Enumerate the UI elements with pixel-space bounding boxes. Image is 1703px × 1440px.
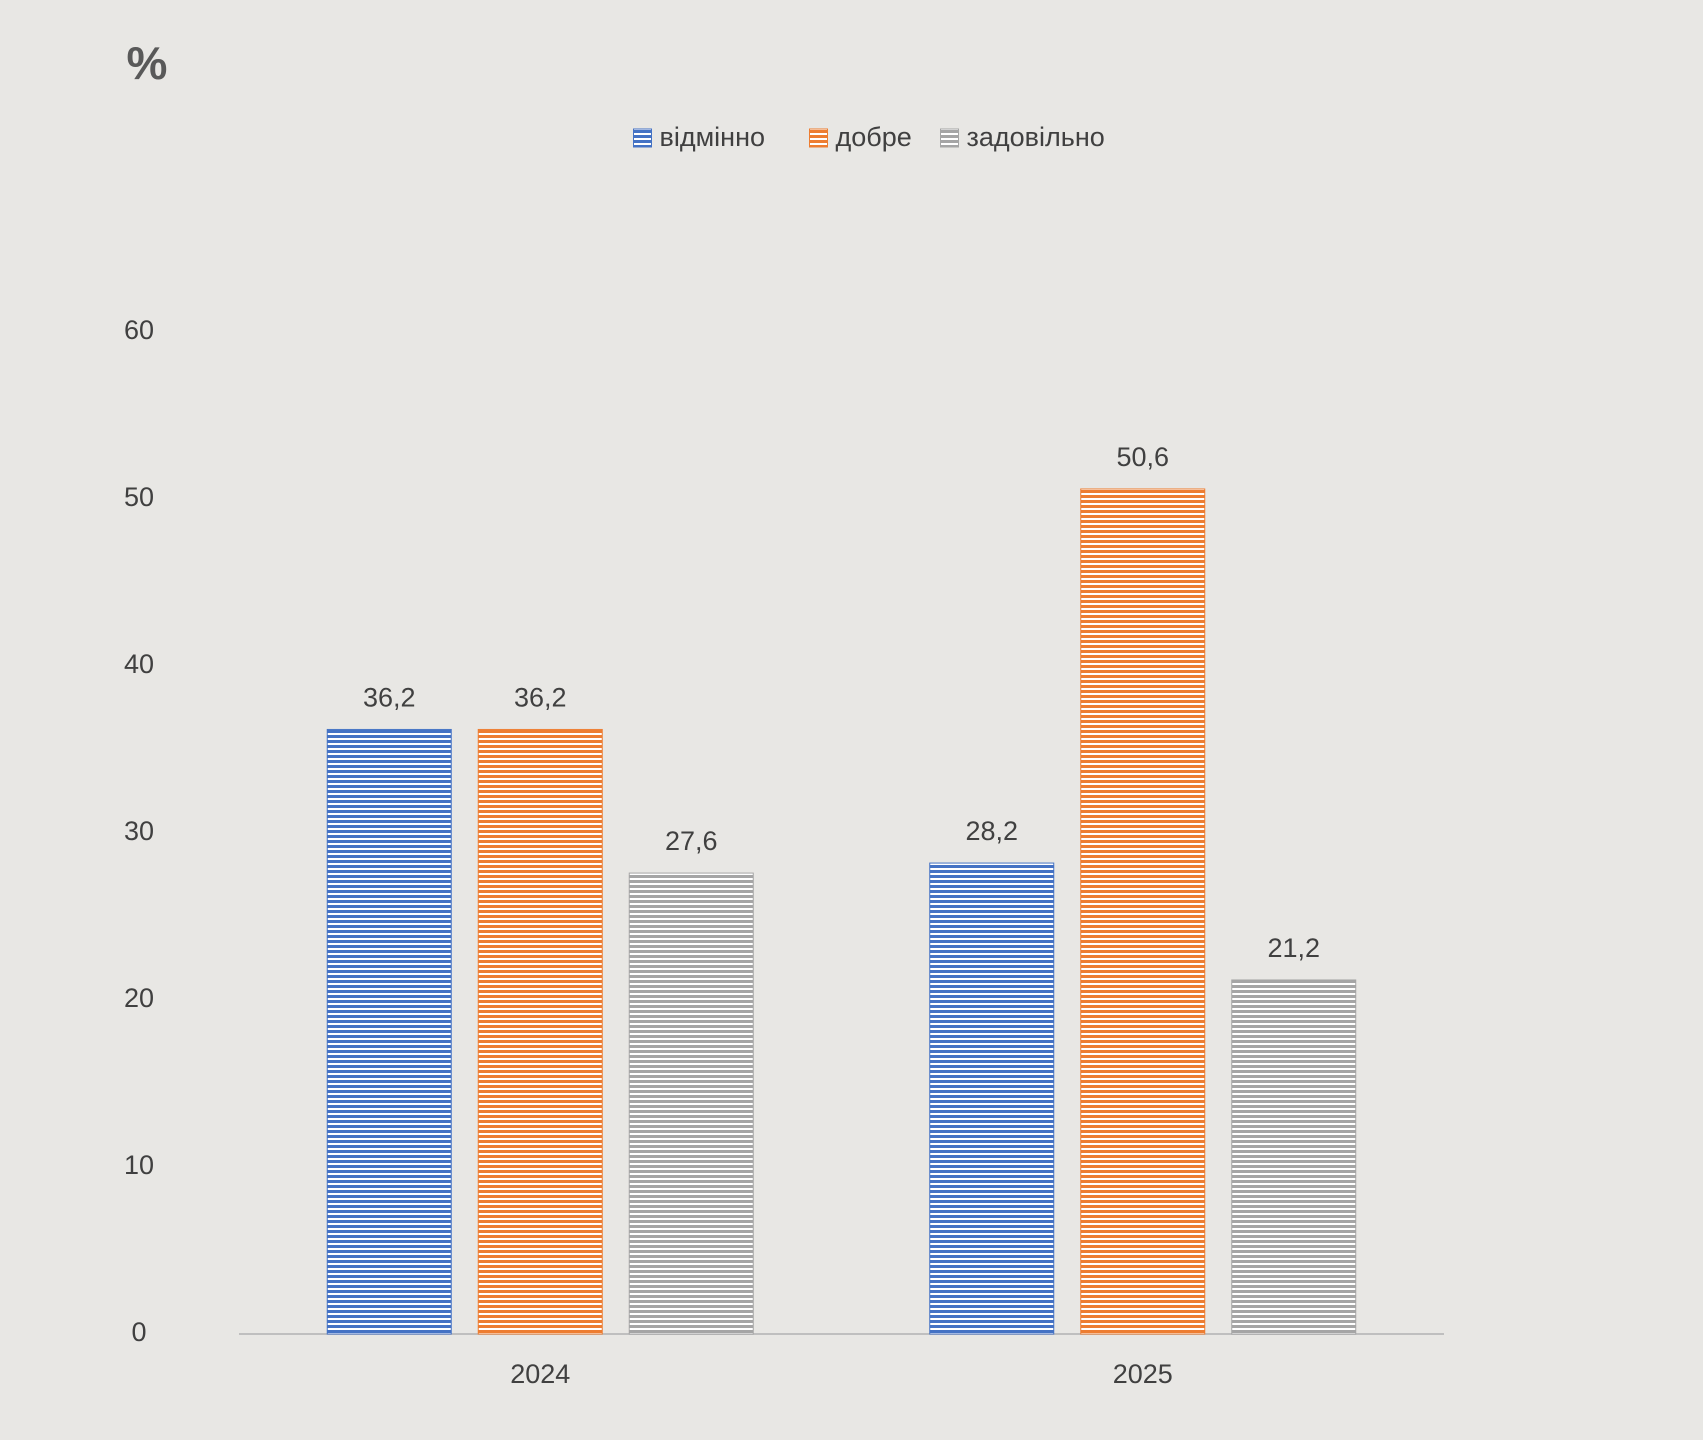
x-tick-label: 2024 xyxy=(510,1359,570,1389)
y-tick-label: 0 xyxy=(131,1317,146,1347)
bar xyxy=(930,863,1054,1334)
legend-swatch xyxy=(810,129,828,147)
bar xyxy=(478,729,602,1334)
chart: % 0 10 20 30 40 50 60 2024 36,2 36,2 27,6 2025 28,2 5… xyxy=(0,0,1703,1440)
y-tick-label: 50 xyxy=(124,482,154,512)
bar xyxy=(1232,980,1356,1334)
value-label: 36,2 xyxy=(514,683,567,713)
legend-swatch xyxy=(941,129,959,147)
legend-label: задовільно xyxy=(967,122,1105,152)
y-tick-label: 10 xyxy=(124,1150,154,1180)
bar xyxy=(629,873,753,1334)
value-label: 27,6 xyxy=(665,826,718,856)
y-tick-label: 60 xyxy=(124,315,154,345)
legend-label: відмінно xyxy=(660,122,766,152)
value-label: 21,2 xyxy=(1267,933,1320,963)
value-label: 50,6 xyxy=(1116,442,1169,472)
page: % 0 10 20 30 40 50 60 2024 36,2 36,2 27,6 2025 28,2 5… xyxy=(0,0,1703,1440)
x-tick-label: 2025 xyxy=(1113,1359,1173,1389)
bar xyxy=(327,729,451,1334)
y-tick-label: 40 xyxy=(124,649,154,679)
legend-label: добре xyxy=(836,122,912,152)
value-label: 28,2 xyxy=(965,816,1018,846)
y-tick-label: 30 xyxy=(124,816,154,846)
y-axis-label: % xyxy=(127,37,168,89)
bar xyxy=(1081,489,1205,1334)
legend-swatch xyxy=(634,129,652,147)
y-tick-label: 20 xyxy=(124,983,154,1013)
background-overlay xyxy=(0,0,1703,1440)
value-label: 36,2 xyxy=(363,683,416,713)
